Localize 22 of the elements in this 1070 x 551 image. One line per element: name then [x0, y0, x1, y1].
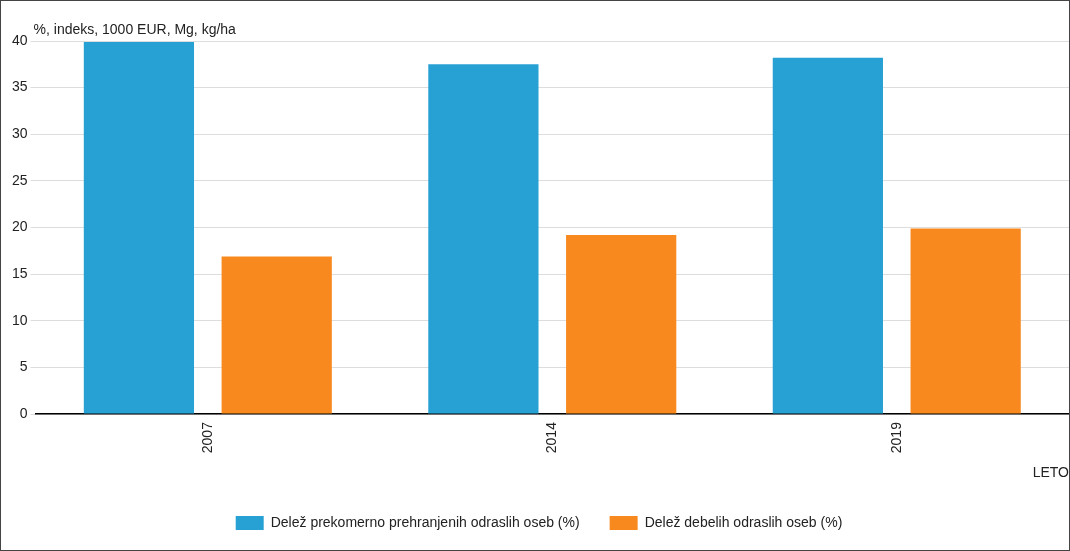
y-tick-label: 10: [11, 311, 28, 328]
bar: [566, 234, 677, 414]
x-tick-label: 2019: [887, 421, 904, 454]
y-tick-label: 35: [11, 78, 28, 95]
legend-label: Delež prekomerno prehranjenih odraslih oseb (%): [270, 513, 580, 530]
bar: [221, 256, 332, 414]
x-tick-label: 2014: [543, 421, 560, 454]
y-tick-label: 20: [11, 218, 28, 235]
y-tick-label: 30: [11, 125, 28, 142]
x-axis-title: LETO: [1032, 464, 1070, 481]
y-tick-label: 15: [11, 265, 28, 282]
y-tick-label: 5: [19, 358, 28, 375]
bar: [910, 228, 1021, 414]
x-tick-label: 2007: [198, 421, 215, 454]
bar: [83, 41, 195, 414]
y-axis-title: %, indeks, 1000 EUR, Mg, kg/ha: [33, 20, 237, 37]
y-tick-label: 0: [19, 404, 28, 421]
bar: [772, 57, 883, 414]
y-tick-label: 25: [11, 171, 28, 188]
legend-label: Delež debelih odraslih oseb (%): [644, 513, 843, 530]
bar: [428, 64, 539, 414]
y-tick-label: 40: [11, 31, 28, 48]
